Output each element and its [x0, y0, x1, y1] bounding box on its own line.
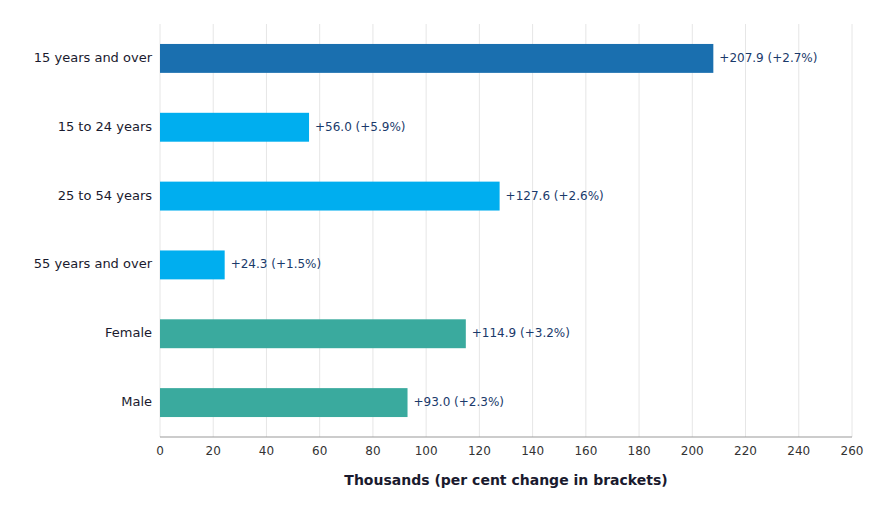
grid-line	[745, 24, 746, 437]
grid-line	[372, 24, 373, 437]
grid-line	[426, 24, 427, 437]
tick-label: 100	[415, 444, 438, 458]
category-label: Female	[105, 325, 152, 340]
tick-label: 0	[156, 444, 164, 458]
grid-line	[692, 24, 693, 437]
y-ticks: Male Female 55 years and over 25 to 54 year…	[34, 50, 153, 409]
data-label: +24.3 (+1.5%)	[231, 257, 322, 271]
bar	[160, 44, 713, 73]
category-label: 25 to 54 years	[58, 188, 153, 203]
tick-label: 260	[841, 444, 864, 458]
data-label: +93.0 (+2.3%)	[414, 395, 505, 409]
grid-line	[479, 24, 480, 437]
tick-label: 80	[365, 444, 380, 458]
bar	[160, 388, 408, 417]
tick-label: 120	[468, 444, 491, 458]
category-label: 15 to 24 years	[58, 119, 153, 134]
bar	[160, 182, 500, 211]
tick-label: 220	[734, 444, 757, 458]
tick-label: 180	[628, 444, 651, 458]
tick-label: 240	[787, 444, 810, 458]
grid-line	[798, 24, 799, 437]
grid-line	[639, 24, 640, 437]
chart-container: 0 20 40 60 80 100 120 140 160 180 200 220 240 260 +93.…	[0, 0, 892, 507]
grid-line	[266, 24, 267, 437]
tick-label: 160	[574, 444, 597, 458]
grid-line	[852, 24, 853, 437]
data-label: +114.9 (+3.2%)	[472, 326, 570, 340]
bar	[160, 113, 309, 142]
chart: 0 20 40 60 80 100 120 140 160 180 200 220 240 260 +93.…	[0, 0, 892, 507]
data-label: +127.6 (+2.6%)	[506, 189, 604, 203]
category-label: Male	[121, 394, 152, 409]
x-axis-line	[160, 437, 852, 438]
grid-line	[532, 24, 533, 437]
tick-label: 140	[521, 444, 544, 458]
data-labels: +93.0 (+2.3%) +114.9 (+3.2%) +24.3 (+1.5%)…	[231, 51, 818, 409]
tick-label: 40	[259, 444, 274, 458]
x-ticks: 0 20 40 60 80 100 120 140 160 180 200 220 240 260	[156, 444, 863, 458]
category-label: 15 years and over	[34, 50, 153, 65]
grid-line	[160, 24, 161, 437]
tick-label: 200	[681, 444, 704, 458]
grid-line	[213, 24, 214, 437]
data-label: +207.9 (+2.7%)	[719, 51, 817, 65]
grid-line	[319, 24, 320, 437]
category-label: 55 years and over	[34, 256, 153, 271]
bar	[160, 319, 466, 348]
tick-label: 20	[206, 444, 221, 458]
bar	[160, 250, 225, 279]
bars	[160, 44, 713, 417]
x-axis-label: Thousands (per cent change in brackets)	[344, 472, 667, 488]
grid	[160, 24, 852, 437]
data-label: +56.0 (+5.9%)	[315, 120, 406, 134]
grid-line	[585, 24, 586, 437]
tick-label: 60	[312, 444, 327, 458]
